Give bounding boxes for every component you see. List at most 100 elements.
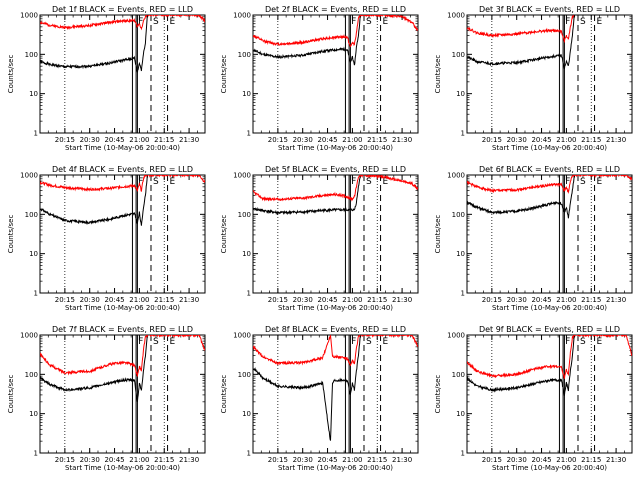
- chart-panel-6: Det 6f BLACK = Events, RED = LLD 1 10 100 10…: [434, 165, 633, 312]
- x-tick-label: 21:00: [342, 456, 362, 464]
- series-line-events: [40, 15, 148, 73]
- x-tick-label: 20:45: [531, 296, 551, 304]
- x-tick-label: 20:30: [293, 296, 313, 304]
- series-line-lld: [467, 335, 632, 379]
- y-tick-label: 1: [247, 130, 251, 138]
- series-line-events: [467, 175, 575, 219]
- y-axis-label: Counts/sec: [220, 55, 228, 94]
- y-tick-label: 1: [461, 290, 465, 298]
- x-tick-label: 20:45: [317, 456, 337, 464]
- plot-frame: [39, 334, 206, 454]
- marker-label-f: F: [565, 177, 570, 187]
- marker-label-f: F: [351, 17, 356, 27]
- y-tick-label: 1000: [447, 12, 465, 20]
- plot-frame: [466, 174, 633, 294]
- marker-label-s: S: [366, 337, 372, 347]
- x-tick-label: 20:30: [507, 456, 527, 464]
- chart-panel-1: Det 1f BLACK = Events, RED = LLD 1 10 100 10…: [7, 5, 206, 152]
- series-line-lld: [40, 335, 205, 378]
- y-tick-label: 10: [456, 250, 465, 258]
- y-tick-label: 1000: [20, 12, 38, 20]
- chart-panel-3: Det 3f BLACK = Events, RED = LLD 1 10 100 10…: [434, 5, 633, 152]
- chart-title: Det 7f BLACK = Events, RED = LLD: [52, 325, 193, 334]
- x-tick-label: 20:15: [55, 296, 75, 304]
- y-tick-label: 10: [456, 410, 465, 418]
- y-tick-label: 1: [34, 450, 38, 458]
- chart-panel-9: Det 9f BLACK = Events, RED = LLD 1 10 100 10…: [434, 325, 633, 472]
- x-axis-label: Start Time (10-May-06 20:00:40): [492, 144, 607, 152]
- x-tick-label: 21:00: [556, 136, 576, 144]
- x-tick-label: 21:15: [367, 296, 387, 304]
- x-tick-label: 20:30: [293, 456, 313, 464]
- marker-label-s: S: [366, 177, 372, 187]
- marker-label-e: E: [383, 337, 389, 347]
- marker-label-s: S: [580, 337, 586, 347]
- series-line-lld: [40, 15, 205, 31]
- marker-label-e: E: [170, 17, 176, 27]
- x-tick-label: 20:45: [317, 296, 337, 304]
- x-axis-label: Start Time (10-May-06 20:00:40): [65, 144, 180, 152]
- x-tick-label: 20:30: [293, 136, 313, 144]
- x-tick-label: 21:15: [154, 456, 174, 464]
- marker-label-f: F: [351, 337, 356, 347]
- x-tick-label: 20:45: [104, 136, 124, 144]
- chart-panel-4: Det 4f BLACK = Events, RED = LLD 1 10 100 10…: [7, 165, 206, 312]
- plot-frame: [252, 174, 419, 294]
- y-axis-label: Counts/sec: [7, 55, 15, 94]
- y-tick-label: 100: [452, 371, 465, 379]
- plot-frame: [252, 334, 419, 454]
- chart-title: Det 8f BLACK = Events, RED = LLD: [265, 325, 406, 334]
- series-line-lld: [253, 175, 418, 202]
- chart-panel-8: Det 8f BLACK = Events, RED = LLD 1 10 100 10…: [220, 325, 419, 472]
- x-tick-label: 20:45: [531, 136, 551, 144]
- x-tick-label: 20:30: [507, 296, 527, 304]
- y-axis-label: Counts/sec: [220, 375, 228, 414]
- marker-label-s: S: [366, 17, 372, 27]
- y-tick-label: 10: [242, 250, 251, 258]
- marker-label-e: E: [597, 17, 603, 27]
- y-tick-label: 1: [247, 290, 251, 298]
- y-tick-label: 1000: [233, 12, 251, 20]
- x-tick-label: 20:15: [268, 456, 288, 464]
- x-tick-label: 21:15: [367, 136, 387, 144]
- marker-label-e: E: [170, 177, 176, 187]
- series-line-lld: [467, 15, 575, 44]
- series-line-events: [40, 335, 148, 402]
- x-tick-label: 21:30: [392, 136, 412, 144]
- chart-title: Det 1f BLACK = Events, RED = LLD: [52, 5, 193, 14]
- x-tick-label: 20:30: [80, 456, 100, 464]
- x-tick-label: 21:30: [606, 456, 626, 464]
- y-tick-label: 10: [242, 410, 251, 418]
- y-tick-label: 100: [238, 51, 251, 59]
- chart-title: Det 5f BLACK = Events, RED = LLD: [265, 165, 406, 174]
- x-tick-label: 21:15: [581, 296, 601, 304]
- plot-frame: [39, 14, 206, 134]
- y-axis-label: Counts/sec: [220, 215, 228, 254]
- x-tick-label: 21:15: [154, 296, 174, 304]
- y-tick-label: 1: [34, 290, 38, 298]
- x-tick-label: 20:15: [482, 456, 502, 464]
- x-tick-label: 21:15: [581, 136, 601, 144]
- series-line-lld: [253, 15, 418, 48]
- chart-panel-7: Det 7f BLACK = Events, RED = LLD 1 10 100 10…: [7, 325, 206, 472]
- marker-label-e: E: [383, 17, 389, 27]
- x-tick-label: 20:30: [80, 136, 100, 144]
- series-line-events: [253, 335, 361, 441]
- y-tick-label: 100: [25, 211, 38, 219]
- x-tick-label: 20:15: [268, 136, 288, 144]
- x-tick-label: 20:15: [55, 136, 75, 144]
- x-axis-label: Start Time (10-May-06 20:00:40): [278, 464, 393, 472]
- x-axis-label: Start Time (10-May-06 20:00:40): [278, 144, 393, 152]
- plot-frame: [252, 14, 419, 134]
- x-tick-label: 20:45: [104, 296, 124, 304]
- marker-label-s: S: [153, 337, 159, 347]
- y-tick-label: 1: [34, 130, 38, 138]
- marker-label-f: F: [138, 17, 143, 27]
- y-tick-label: 1000: [447, 172, 465, 180]
- series-line-events: [253, 15, 361, 66]
- marker-label-e: E: [597, 177, 603, 187]
- y-tick-label: 1000: [20, 332, 38, 340]
- y-tick-label: 10: [29, 90, 38, 98]
- marker-label-s: S: [580, 177, 586, 187]
